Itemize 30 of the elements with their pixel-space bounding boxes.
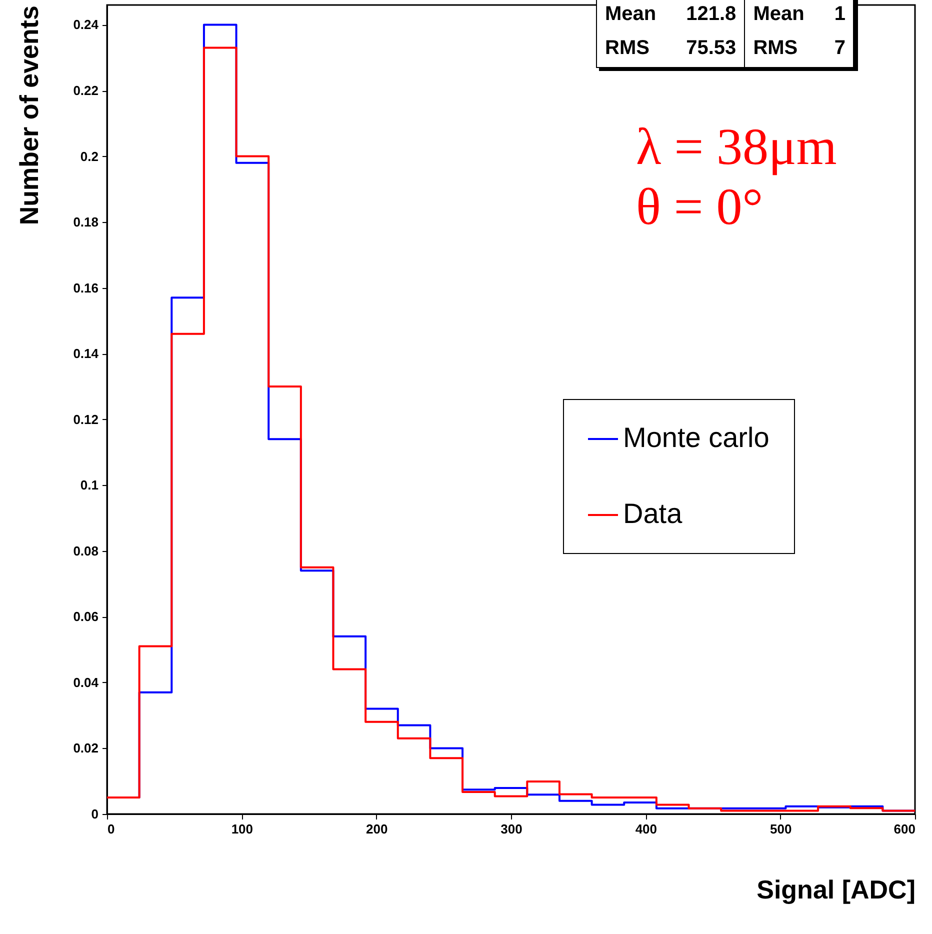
x-tick-label: 200 (366, 822, 388, 836)
y-tick-label: 0.08 (73, 543, 98, 558)
x-tick-label: 500 (770, 822, 792, 836)
legend-label: Data (623, 498, 683, 529)
legend-label: Monte carlo (623, 422, 770, 453)
y-tick-label: 0 (91, 806, 98, 822)
x-tick-label: 300 (500, 822, 522, 836)
x-tick-label: 0 (108, 822, 115, 836)
y-tick-label: 0.04 (73, 674, 100, 690)
y-tick-label: 0.16 (73, 280, 98, 296)
y-axis-title: Number of events (14, 6, 44, 226)
y-tick-label: 0.24 (73, 17, 100, 32)
y-tick-label: 0.2 (80, 148, 98, 164)
y-tick-label: 0.18 (73, 214, 98, 230)
y-tick-label: 0.12 (73, 412, 98, 427)
y-tick-label: 0.22 (73, 83, 98, 98)
annotation: λ = 38μm (636, 118, 837, 178)
y-tick-label: 0.1 (80, 478, 98, 493)
y-tick-label: 0.06 (73, 609, 98, 624)
x-tick-label: 400 (635, 822, 658, 836)
y-tick-label: 0.02 (73, 740, 98, 756)
text: Mean 121.8 (605, 2, 736, 24)
x-axis-title: Signal [ADC] (756, 874, 916, 904)
y-tick-label: 0.14 (73, 346, 100, 362)
text: RMS 7 (753, 36, 846, 58)
x-tick-label: 100 (231, 822, 254, 836)
text: RMS 75.53 (605, 36, 736, 58)
x-tick-label: 600 (894, 822, 916, 836)
text: Mean 1 (753, 2, 846, 24)
annotation: θ = 0° (636, 178, 764, 238)
